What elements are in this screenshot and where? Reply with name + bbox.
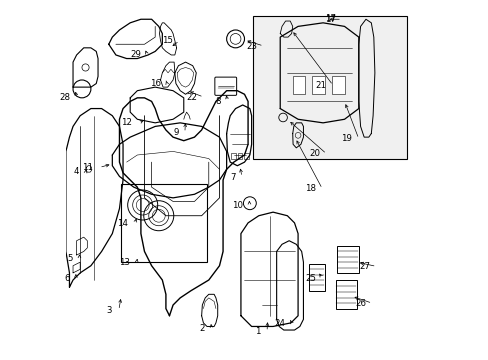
- Bar: [231, 153, 235, 158]
- Text: 23: 23: [246, 41, 257, 50]
- Bar: [292, 76, 305, 94]
- Text: 25: 25: [305, 274, 315, 283]
- Bar: [237, 153, 242, 158]
- Text: 17: 17: [324, 14, 335, 23]
- Text: 17: 17: [324, 15, 335, 24]
- Text: 10: 10: [232, 201, 243, 210]
- Bar: [331, 76, 344, 94]
- Text: 5: 5: [67, 254, 73, 263]
- Text: 2: 2: [199, 324, 205, 333]
- Text: 19: 19: [341, 134, 352, 143]
- Text: 7: 7: [229, 173, 235, 182]
- FancyBboxPatch shape: [214, 77, 236, 95]
- Text: 26: 26: [354, 299, 365, 308]
- Text: 14: 14: [117, 219, 128, 228]
- Text: 24: 24: [274, 319, 285, 328]
- Bar: [121, 184, 206, 262]
- Bar: [337, 246, 358, 273]
- Text: 6: 6: [64, 274, 69, 283]
- Text: 9: 9: [173, 129, 178, 138]
- Bar: [308, 264, 324, 291]
- Bar: [244, 153, 248, 158]
- Bar: [335, 280, 356, 309]
- Text: 18: 18: [305, 184, 315, 193]
- Text: 16: 16: [149, 79, 160, 88]
- Text: 21: 21: [315, 81, 326, 90]
- Text: 11: 11: [81, 163, 93, 172]
- Text: 13: 13: [119, 258, 130, 267]
- Text: 3: 3: [106, 306, 112, 315]
- Bar: [253, 16, 406, 158]
- Text: 20: 20: [308, 149, 320, 158]
- Text: 28: 28: [60, 93, 70, 102]
- Text: 29: 29: [130, 50, 141, 59]
- Text: 27: 27: [359, 262, 369, 271]
- Text: 1: 1: [255, 327, 260, 336]
- Text: 22: 22: [186, 93, 197, 102]
- Bar: [312, 76, 324, 94]
- Text: 15: 15: [162, 36, 173, 45]
- Text: 8: 8: [215, 97, 221, 106]
- Text: 12: 12: [121, 118, 132, 127]
- Text: 4: 4: [74, 167, 80, 176]
